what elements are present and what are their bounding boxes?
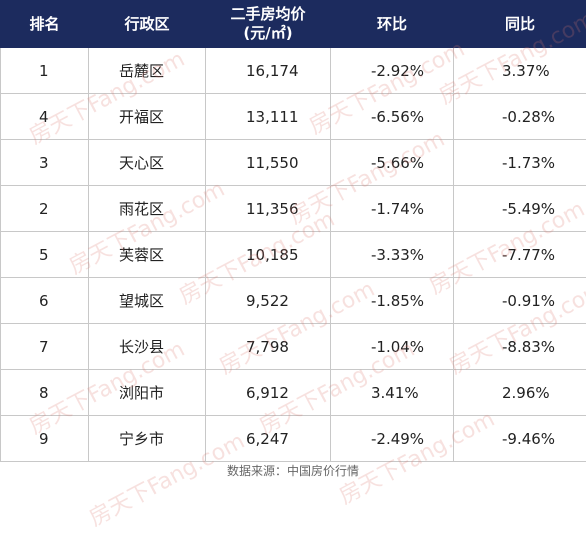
table-cell: 开福区 [89,94,206,140]
table-cell: -3.33% [331,232,454,278]
table-cell: 5 [1,232,89,278]
table-cell: 10,185 [206,232,331,278]
table-cell: 13,111 [206,94,331,140]
table-cell: -2.92% [331,48,454,94]
table-cell: -1.04% [331,324,454,370]
source-note: 数据来源：中国房价行情 [0,462,586,479]
table-cell: 岳麓区 [89,48,206,94]
table-cell: -1.85% [331,278,454,324]
header-text: 环比 [377,15,407,33]
table-cell: 4 [1,94,89,140]
table-cell: 6,247 [206,416,331,462]
table-cell: 9 [1,416,89,462]
table-cell: 7,798 [206,324,331,370]
table-cell: -1.74% [331,186,454,232]
table-cell: 1 [1,48,89,94]
header-text: 行政区 [124,15,169,33]
table-cell: 宁乡市 [89,416,206,462]
header-cell: 环比 [331,1,454,48]
table-cell: 11,550 [206,140,331,186]
table-cell: -8.83% [454,324,586,370]
table-cell: 6 [1,278,89,324]
table-cell: 天心区 [89,140,206,186]
table-cell: 9,522 [206,278,331,324]
table-cell: 11,356 [206,186,331,232]
table-cell: 7 [1,324,89,370]
header-text: 排名 [29,15,59,33]
table-cell: -1.73% [454,140,586,186]
table-cell: 2 [1,186,89,232]
table-cell: -2.49% [331,416,454,462]
header-cell: 二手房均价(元/㎡) [206,1,331,48]
header-cell: 同比 [454,1,586,48]
table-cell: 16,174 [206,48,331,94]
table-cell: 望城区 [89,278,206,324]
table-cell: 8 [1,370,89,416]
header-cell: 行政区 [89,1,206,48]
table-cell: -9.46% [454,416,586,462]
header-text: 同比 [505,15,535,33]
table-cell: -0.91% [454,278,586,324]
table-cell: 6,912 [206,370,331,416]
table-cell: -5.66% [331,140,454,186]
table-cell: -6.56% [331,94,454,140]
table-cell: 芙蓉区 [89,232,206,278]
header-cell: 排名 [1,1,89,48]
table-cell: 3 [1,140,89,186]
table-cell: 雨花区 [89,186,206,232]
table-cell: -5.49% [454,186,586,232]
header-row: 排名 行政区 二手房均价(元/㎡) 环比 同比 [1,1,586,48]
table-cell: -7.77% [454,232,586,278]
table-cell: 3.37% [454,48,586,94]
table-cell: 长沙县 [89,324,206,370]
header-text: 二手房均价 [230,5,305,23]
header-unit: (元/㎡) [243,24,292,42]
table-cell: -0.28% [454,94,586,140]
table-cell: 3.41% [331,370,454,416]
table-cell: 2.96% [454,370,586,416]
table-cell: 浏阳市 [89,370,206,416]
